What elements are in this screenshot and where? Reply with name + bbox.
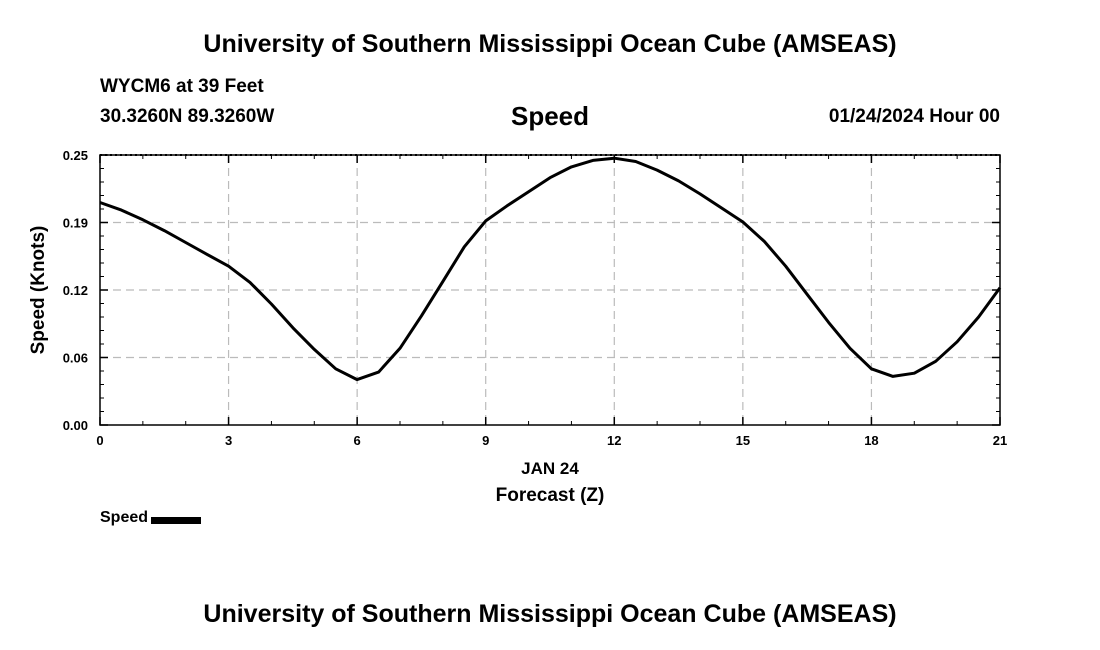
y-tick-label: 0.00 [63,418,88,433]
x-tick-label: 0 [96,433,103,448]
x-tick-label: 18 [864,433,878,448]
speed-series-line [99,156,1002,382]
x-tick-label: 3 [225,433,232,448]
y-tick-label: 0.12 [63,283,88,298]
legend-label: Speed [100,509,149,526]
tick-labels: 0 3 6 9 12 15 18 21 0.00 0.06 0.12 0.19 0.25 [63,148,1008,448]
legend-line-swatch [151,516,202,524]
y-axis-title: Speed (Knots) [28,226,49,355]
datetime-label: 01/24/2024 Hour 00 [828,106,1000,127]
station-label: WYCM6 at 39 Feet [100,76,264,97]
legend: Speed [100,509,202,527]
x-tick-label: 12 [607,433,621,448]
x-axis-date-label: JAN 24 [521,459,579,478]
x-tick-label: 15 [736,433,750,448]
coordinates-label: 30.3260N 89.3260W [100,106,275,127]
x-tick-label: 21 [993,433,1007,448]
page-title: University of Southern Mississippi Ocean… [203,30,897,58]
x-tick-label: 9 [482,433,489,448]
chart-title: Speed [510,101,590,131]
y-tick-label: 0.19 [63,216,88,231]
grid [100,155,1000,425]
x-axis-title: Forecast (Z) [496,485,605,506]
y-tick-label: 0.25 [63,148,88,163]
y-tick-label: 0.06 [63,351,88,366]
footer-title: University of Southern Mississippi Ocean… [203,600,897,628]
x-tick-label: 6 [354,433,361,448]
